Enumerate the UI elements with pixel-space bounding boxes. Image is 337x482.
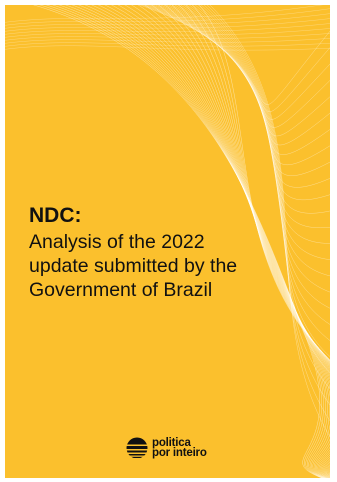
wave-line [209,5,330,437]
wave-line [154,5,330,155]
wave-line [171,5,330,229]
wave-line [149,5,330,137]
wave-line [165,5,330,201]
document-title: NDC: [29,204,82,227]
wave-line [141,5,330,112]
wave-line [5,28,330,38]
subtitle-line-1: Analysis of the 2022 [29,231,205,253]
wave-line [182,5,330,293]
wave-line [203,5,330,405]
wave-line [168,5,330,214]
wave-line [146,5,330,128]
wave-line [188,5,330,325]
logo-line-1: politica [152,436,191,449]
striped-circle-icon [126,437,148,458]
title-block: NDC: Analysis of the 2022 update submitt… [29,204,319,302]
wave-line [200,5,330,389]
cover-page: NDC: Analysis of the 2022 update submitt… [5,5,330,478]
wave-line [5,23,330,35]
wave-line [5,13,330,29]
wave-line [5,45,330,51]
wave-line [191,5,330,341]
wave-line [176,5,330,260]
wave-line [162,5,330,188]
subtitle-line-3: Government of Brazil [29,279,213,301]
wave-line [194,5,330,357]
wave-line [5,18,330,32]
wave-line [160,5,330,176]
publisher-logo: politica por inteiro [126,435,207,461]
wave-line [198,5,330,361]
wave-line [5,5,323,23]
wave-line [5,42,330,47]
wave-line [5,33,330,41]
wave-line [185,5,330,309]
wave-line [143,5,330,120]
wave-line [138,5,330,105]
wave-line [197,5,330,373]
subtitle-line-2: update submitted by the [29,255,238,277]
wave-line [174,5,330,244]
wave-line [5,8,330,26]
logo-line-2: por inteiro [152,447,207,459]
wave-pattern-decoration [5,5,330,478]
wave-line [157,5,330,165]
wave-line [179,5,330,276]
wave-line [5,38,330,44]
wave-line [206,5,330,421]
logo-wordmark: politica por inteiro [152,436,207,459]
wave-line [151,5,330,146]
